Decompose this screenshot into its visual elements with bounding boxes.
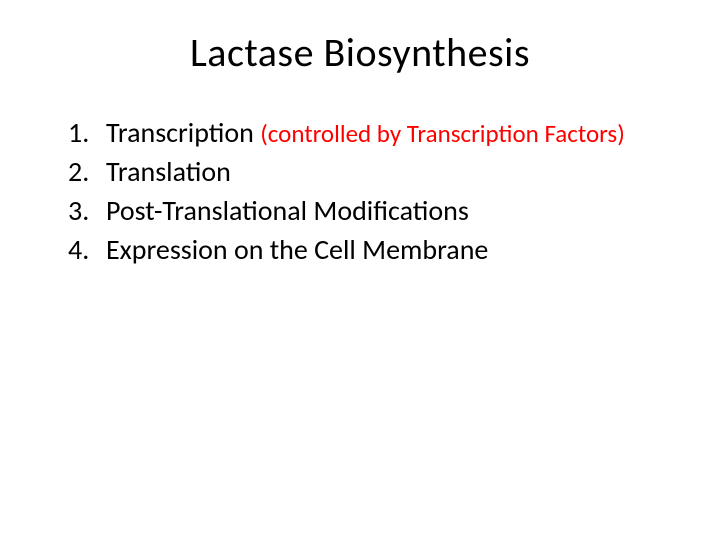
slide-title: Lactase Biosynthesis	[40, 28, 680, 77]
slide-container: Lactase Biosynthesis 1. Transcription (c…	[0, 0, 720, 540]
list-text: Post-Translational Modifications	[106, 193, 680, 230]
list-number: 2.	[68, 154, 106, 191]
list-text: Expression on the Cell Membrane	[106, 232, 680, 269]
item-main-text: Post-Translational Modifications	[106, 193, 469, 228]
list-text: Transcription (controlled by Transcripti…	[106, 115, 680, 152]
list-item: 2. Translation	[68, 154, 680, 191]
item-main-text: Transcription	[106, 115, 260, 150]
list-number: 1.	[68, 115, 106, 152]
list-number: 4.	[68, 232, 106, 269]
list-text: Translation	[106, 154, 680, 191]
list-item: 3. Post-Translational Modifications	[68, 193, 680, 230]
item-note-text: (controlled by Transcription Factors)	[260, 118, 625, 149]
numbered-list: 1. Transcription (controlled by Transcri…	[40, 115, 680, 269]
list-item: 1. Transcription (controlled by Transcri…	[68, 115, 680, 152]
list-item: 4. Expression on the Cell Membrane	[68, 232, 680, 269]
list-number: 3.	[68, 193, 106, 230]
item-main-text: Translation	[106, 154, 231, 189]
item-main-text: Expression on the Cell Membrane	[106, 232, 488, 267]
